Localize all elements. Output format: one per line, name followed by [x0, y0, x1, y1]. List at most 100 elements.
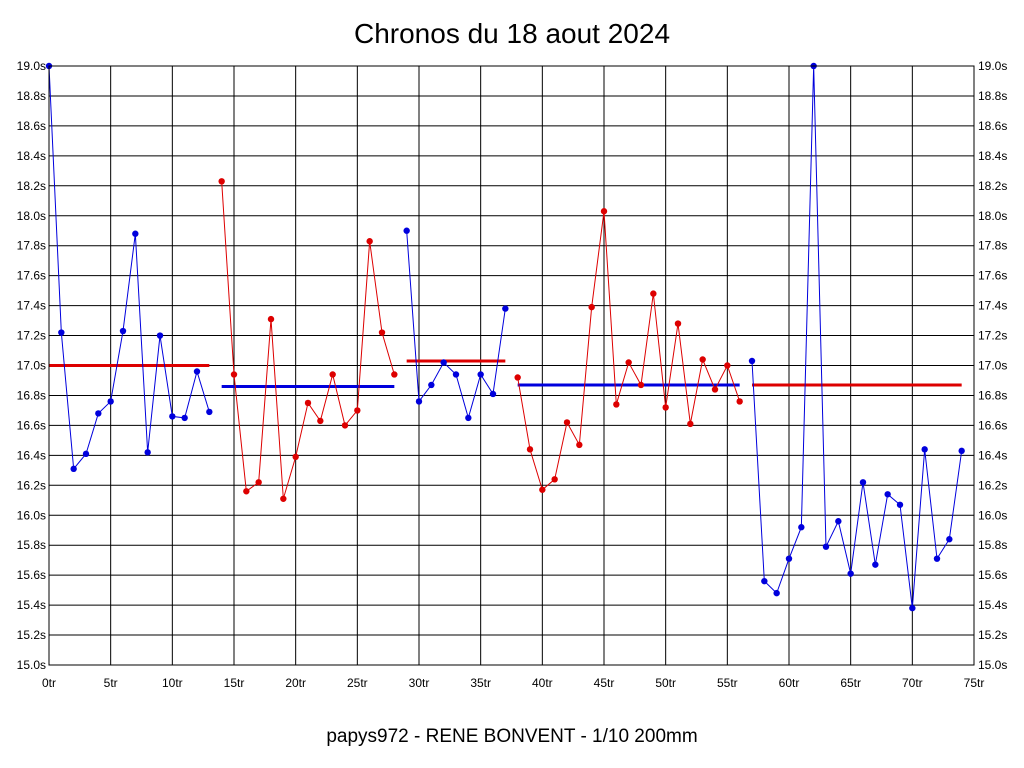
data-point — [711, 386, 719, 393]
data-point — [909, 604, 916, 612]
x-tick-label: 40tr — [532, 676, 553, 690]
data-point — [674, 320, 682, 327]
data-point — [884, 491, 891, 498]
x-tick-label: 15tr — [224, 676, 245, 690]
y-tick-label-left: 18.2s — [17, 179, 46, 193]
x-tick-label: 20tr — [285, 676, 306, 690]
data-point — [798, 524, 805, 531]
y-tick-label-left: 15.6s — [17, 568, 46, 582]
data-point — [82, 450, 90, 458]
data-point — [637, 381, 645, 389]
data-point — [354, 407, 361, 414]
y-tick-label-right: 18.2s — [978, 179, 1007, 193]
y-tick-label-right: 15.6s — [978, 568, 1007, 582]
x-tick-label: 65tr — [840, 676, 861, 690]
y-tick-label-left: 18.8s — [17, 89, 46, 103]
data-point — [859, 479, 867, 486]
data-point — [835, 518, 842, 525]
data-point — [329, 371, 336, 378]
y-tick-label-left: 17.0s — [17, 359, 46, 373]
y-tick-label-right: 19.0s — [978, 59, 1007, 73]
data-point — [736, 398, 743, 405]
data-point — [169, 413, 176, 420]
data-point — [785, 555, 793, 562]
data-point — [625, 359, 632, 366]
data-point — [526, 446, 534, 453]
plot-frame — [48, 65, 975, 666]
data-point — [391, 371, 398, 378]
chart-title: Chronos du 18 aout 2024 — [354, 18, 670, 49]
y-tick-label-left: 15.2s — [17, 628, 46, 642]
x-tick-label: 75tr — [964, 676, 985, 690]
y-tick-label-right: 15.8s — [978, 538, 1007, 552]
y-tick-label-left: 18.6s — [17, 119, 46, 133]
data-point — [366, 238, 373, 245]
y-tick-label-left: 16.6s — [17, 418, 46, 432]
data-point — [872, 561, 879, 568]
y-tick-label-left: 15.4s — [17, 598, 46, 612]
data-point — [304, 399, 312, 407]
x-tick-label: 5tr — [104, 676, 118, 690]
y-tick-label-left: 17.6s — [17, 269, 46, 283]
data-point — [650, 290, 657, 297]
data-point — [156, 332, 164, 339]
data-point — [822, 543, 830, 550]
y-tick-label-left: 18.4s — [17, 149, 46, 163]
y-tick-label-left: 15.8s — [17, 538, 46, 552]
data-point — [218, 178, 225, 185]
y-tick-label-left: 16.2s — [17, 478, 46, 492]
y-tick-label-right: 17.8s — [978, 239, 1007, 253]
data-point — [280, 495, 287, 502]
data-point — [613, 401, 620, 408]
x-tick-label: 0tr — [42, 676, 56, 690]
series-5 — [748, 62, 965, 612]
average-lines — [49, 359, 962, 388]
y-tick-label-left: 15.0s — [17, 658, 46, 672]
y-tick-label-right: 18.0s — [978, 209, 1007, 223]
data-point — [181, 414, 188, 422]
data-point — [132, 230, 139, 237]
y-tick-label-left: 16.4s — [17, 448, 46, 462]
x-tick-label: 10tr — [162, 676, 183, 690]
data-point — [58, 329, 65, 336]
y-tick-label-right: 16.6s — [978, 418, 1007, 432]
data-point — [662, 404, 669, 411]
y-tick-label-left: 17.2s — [17, 329, 46, 343]
data-point — [452, 371, 460, 378]
y-tick-label-left: 18.0s — [17, 209, 46, 223]
data-point — [958, 447, 965, 455]
y-tick-label-right: 16.0s — [978, 508, 1007, 522]
x-tick-label: 45tr — [594, 676, 615, 690]
data-point — [107, 398, 114, 405]
x-tick-label: 25tr — [347, 676, 368, 690]
y-tick-label-left: 16.8s — [17, 388, 46, 402]
data-point — [514, 374, 521, 381]
y-tick-label-right: 18.6s — [978, 119, 1007, 133]
data-point — [946, 536, 953, 543]
data-point — [748, 357, 756, 365]
series-2 — [218, 178, 398, 502]
x-axis-labels: 0tr 5tr 10tr 15tr 20tr 25tr 30tr 35tr 40tr 45tr 50… — [42, 676, 984, 690]
x-tick-label: 35tr — [470, 676, 491, 690]
series-line — [751, 65, 963, 609]
y-tick-label-right: 18.8s — [978, 89, 1007, 103]
data-point — [921, 446, 928, 453]
y-axis-labels-right: 15.0s 15.2s 15.4s 15.6s 15.8s 16.0s 16.2s 16.4s… — [978, 59, 1007, 672]
data-point — [95, 410, 102, 417]
y-tick-label-right: 15.4s — [978, 598, 1007, 612]
series-4 — [514, 208, 743, 493]
data-point — [699, 356, 706, 363]
y-tick-label-right: 17.6s — [978, 269, 1007, 283]
data-point — [477, 371, 484, 378]
x-tick-label: 70tr — [902, 676, 923, 690]
y-tick-label-right: 16.4s — [978, 448, 1007, 462]
x-tick-label: 30tr — [409, 676, 430, 690]
y-tick-label-right: 17.4s — [978, 299, 1007, 313]
y-tick-label-right: 16.2s — [978, 478, 1007, 492]
y-axis-labels-left: 15.0s 15.2s 15.4s 15.6s 15.8s 16.0s 16.2s 16.4s… — [17, 59, 46, 672]
y-tick-label-left: 19.0s — [17, 59, 46, 73]
data-point — [341, 422, 349, 429]
series-1 — [45, 62, 213, 473]
data-point — [600, 208, 608, 215]
